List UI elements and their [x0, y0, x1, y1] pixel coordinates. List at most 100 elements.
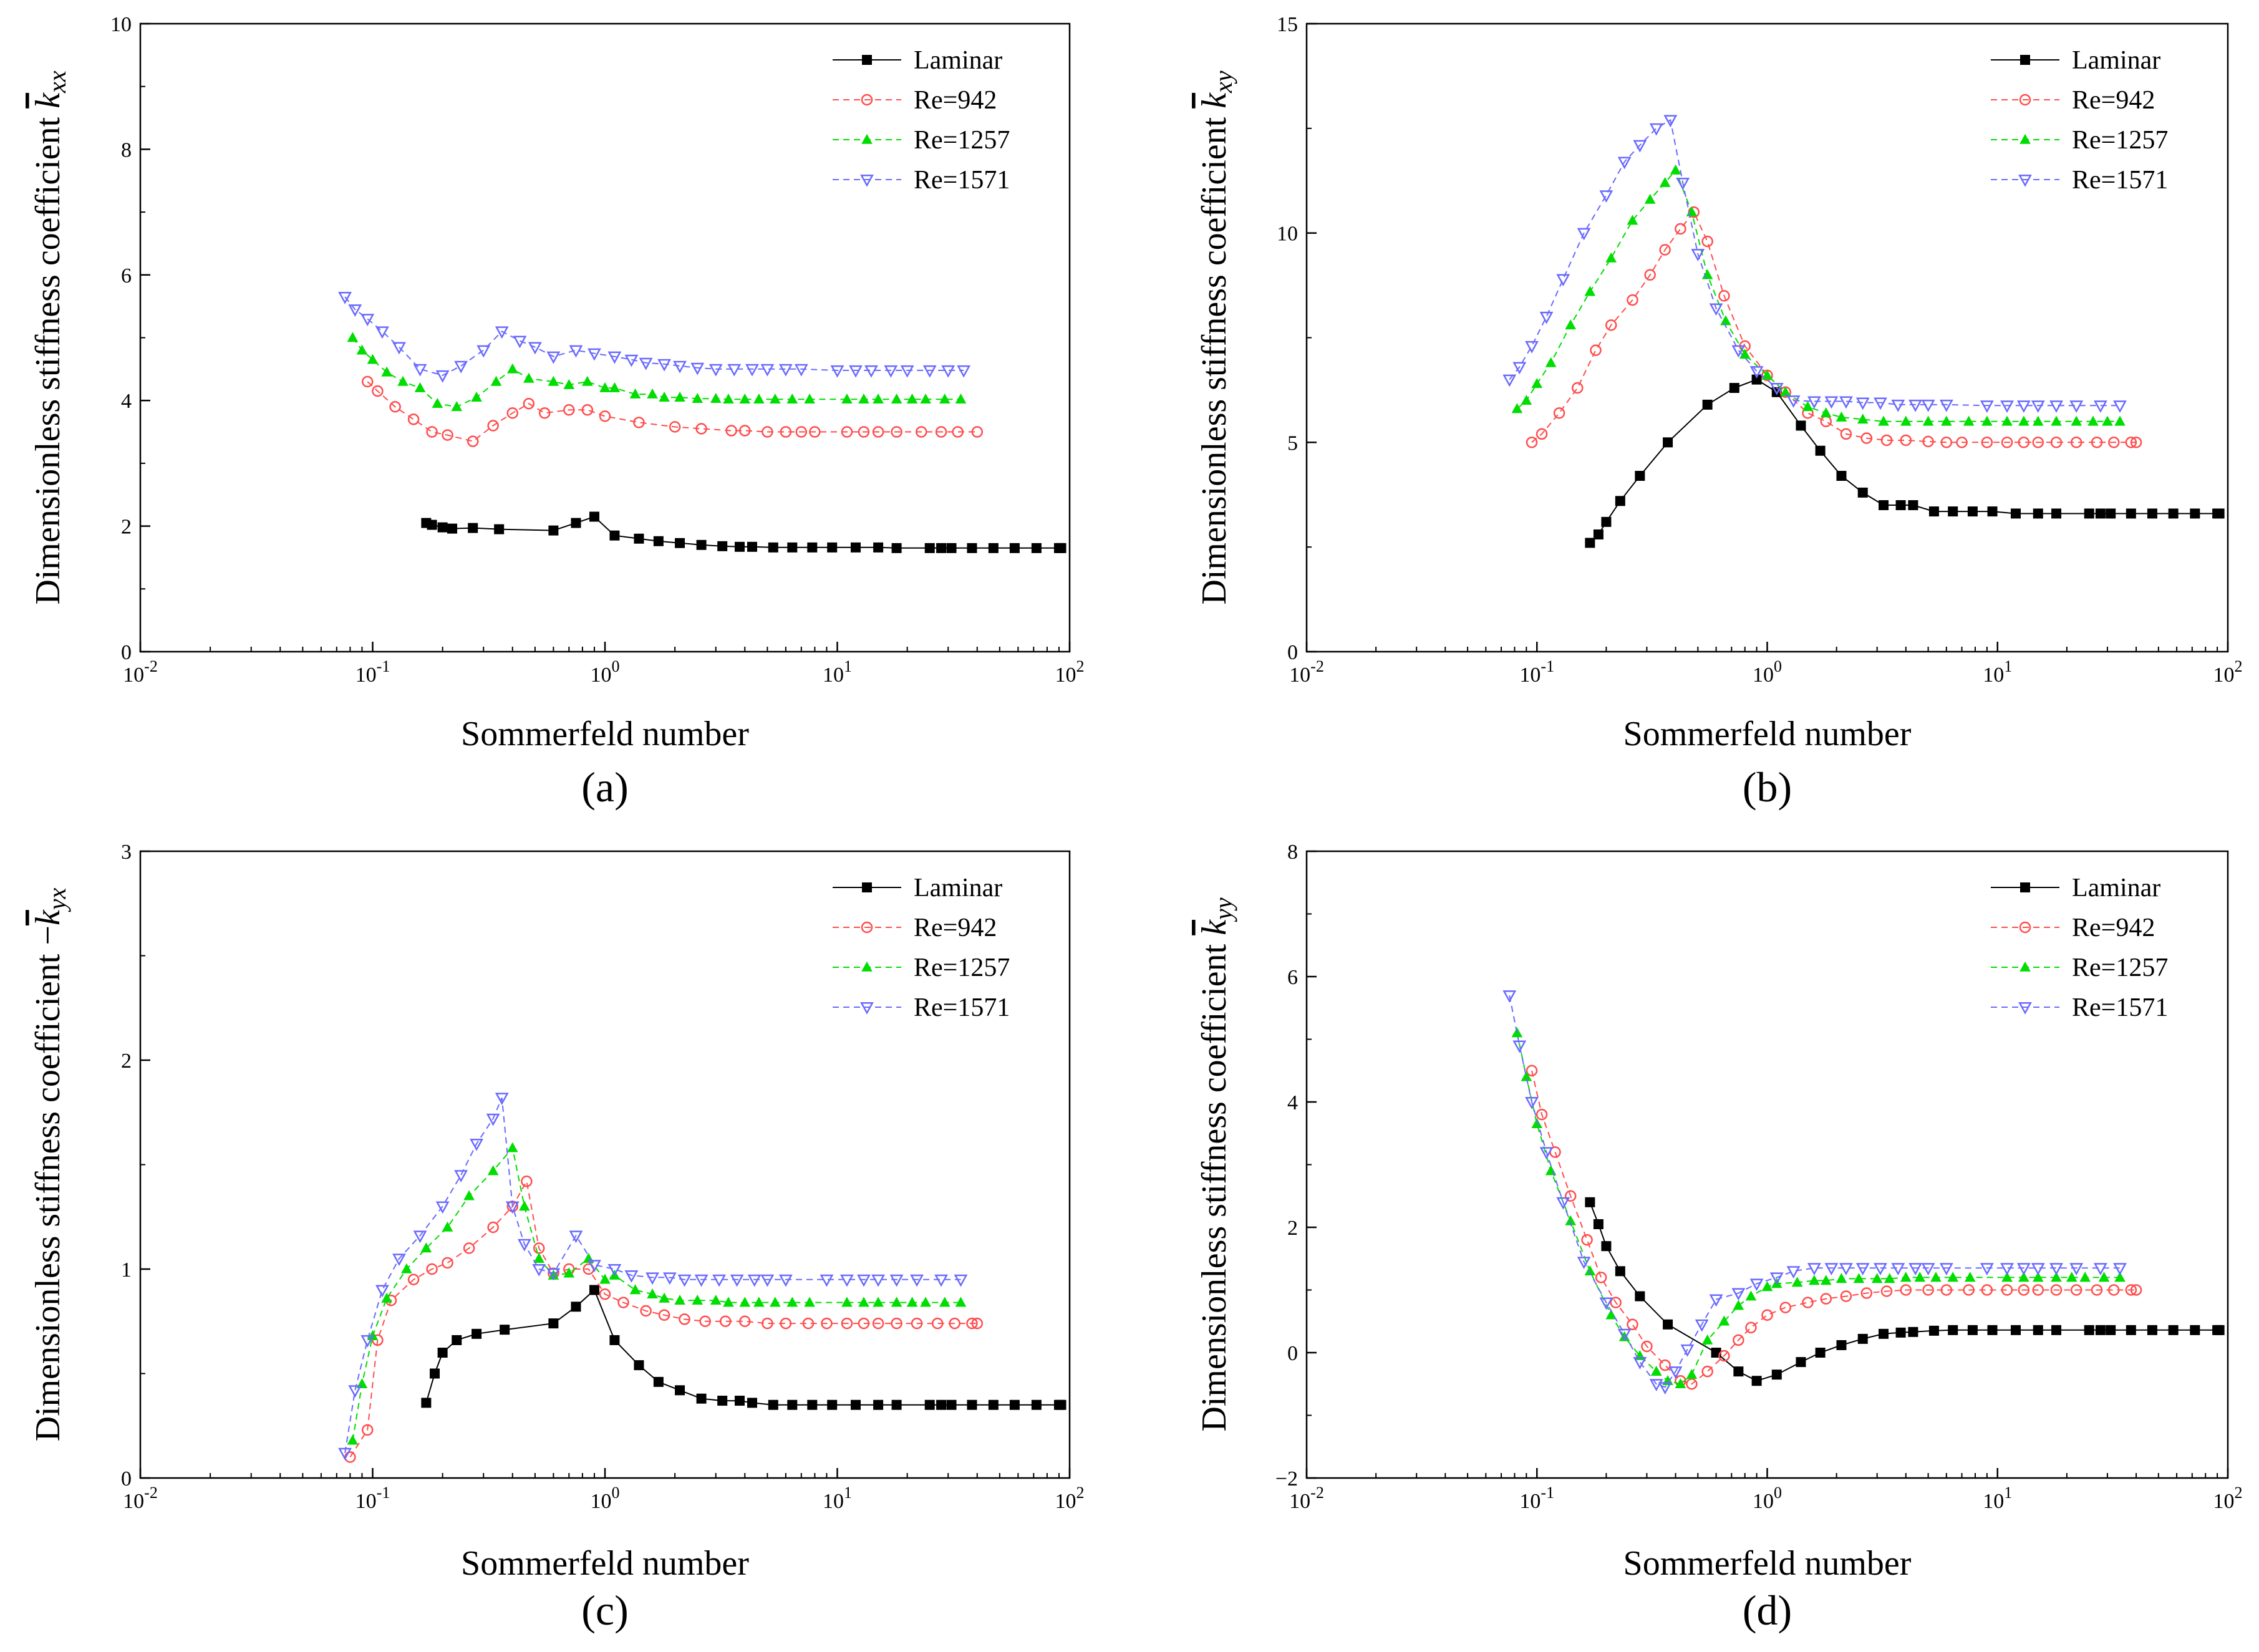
- point-triangle-down: [1939, 399, 1953, 412]
- point-triangle-down: [1980, 1263, 1994, 1276]
- point-triangle-down: [1649, 123, 1663, 136]
- point-circle: [2125, 1284, 2137, 1296]
- point-square: [1635, 471, 1645, 481]
- point-square: [768, 542, 778, 553]
- point-triangle-up: [420, 1242, 432, 1253]
- point-triangle-down: [607, 1263, 622, 1277]
- point-triangle-down: [760, 1274, 775, 1287]
- point-triangle-down: [646, 1272, 659, 1285]
- point-square: [500, 1325, 510, 1335]
- point-triangle-down: [348, 1385, 362, 1398]
- point-square: [1796, 1357, 1806, 1368]
- point-triangle-down: [2018, 174, 2032, 187]
- point-triangle-up: [1947, 1272, 1958, 1282]
- point-square: [421, 1398, 432, 1408]
- point-circle: [1940, 437, 1953, 448]
- point-triangle-down: [1512, 362, 1527, 375]
- series-re1571: [1502, 115, 2127, 413]
- point-triangle-down: [546, 351, 561, 364]
- point-triangle-down: [840, 1274, 854, 1287]
- point-triangle-down: [392, 342, 406, 355]
- point-circle: [1675, 223, 1686, 235]
- legend-label: Re=1571: [2072, 993, 2168, 1022]
- point-triangle-down: [1676, 178, 1690, 190]
- point-triangle-down: [1839, 1263, 1853, 1276]
- point-triangle-up: [1584, 286, 1596, 296]
- point-square: [862, 55, 872, 65]
- point-square: [1663, 1319, 1673, 1330]
- point-triangle-up: [753, 1297, 765, 1307]
- point-triangle-up: [523, 372, 535, 383]
- plot-frame: [139, 850, 1071, 1479]
- point-circle: [1900, 1284, 1912, 1296]
- point-triangle-down: [884, 365, 898, 378]
- point-circle: [861, 94, 873, 106]
- series-line: [1531, 211, 2137, 443]
- legend: Laminar Re=942 Re=1257 Re=1571: [833, 874, 1010, 1022]
- point-square: [589, 1285, 599, 1295]
- point-triangle-up: [414, 382, 426, 392]
- point-triangle-up: [1836, 411, 1847, 422]
- point-triangle-up: [1718, 1315, 1730, 1326]
- plot-frame: [139, 22, 1071, 653]
- point-triangle-down: [435, 370, 450, 383]
- point-triangle-down: [760, 364, 775, 377]
- panel-label: (b): [1743, 763, 1792, 811]
- point-triangle-down: [1709, 303, 1723, 316]
- point-square: [2126, 508, 2136, 519]
- series-laminar: [1585, 374, 2225, 548]
- x-tick-label: 10-2: [1289, 1484, 1324, 1513]
- point-triangle-up: [629, 388, 641, 399]
- point-circle: [2091, 1284, 2103, 1296]
- point-circle: [1779, 1302, 1791, 1313]
- x-tick-label: 101: [1983, 1484, 2012, 1513]
- point-triangle-up: [1521, 395, 1532, 405]
- point-triangle-up: [1900, 1272, 1912, 1282]
- x-axis-label: Sommerfeld number: [1623, 715, 1912, 753]
- point-square: [1615, 496, 1625, 506]
- point-triangle-up: [1857, 413, 1869, 424]
- point-triangle-down: [1599, 1297, 1613, 1310]
- point-square: [1908, 1326, 1918, 1337]
- point-triangle-up: [1739, 349, 1751, 359]
- point-circle: [780, 426, 792, 438]
- series-line: [367, 381, 977, 442]
- point-triangle-down: [1633, 1357, 1647, 1369]
- point-circle: [563, 404, 575, 416]
- point-square: [768, 1399, 778, 1410]
- point-triangle-down: [730, 1274, 744, 1287]
- point-square: [2020, 55, 2030, 65]
- point-triangle-up: [710, 392, 722, 403]
- point-circle: [2001, 437, 2013, 448]
- point-triangle-down: [2049, 1263, 2063, 1276]
- point-triangle-up: [2001, 1272, 2013, 1282]
- point-circle: [1605, 319, 1617, 331]
- point-triangle-down: [747, 1274, 762, 1287]
- point-circle: [1564, 1190, 1577, 1202]
- point-circle: [699, 1315, 711, 1327]
- point-square: [1031, 543, 1042, 553]
- point-circle: [1860, 432, 1873, 444]
- point-triangle-up: [367, 354, 379, 364]
- point-triangle-up: [1922, 415, 1934, 426]
- point-triangle-up: [548, 1269, 559, 1280]
- point-triangle-up: [1650, 1365, 1662, 1376]
- point-square: [2147, 1325, 2157, 1335]
- y-tick-label: 10: [1277, 223, 1298, 246]
- point-triangle-up: [2066, 1272, 2078, 1282]
- point-triangle-up: [548, 375, 559, 386]
- series-re942: [1526, 1065, 2142, 1390]
- point-circle: [1686, 1378, 1698, 1390]
- point-triangle-down: [1908, 1263, 1923, 1276]
- point-triangle-down: [348, 304, 362, 317]
- series-line: [1589, 379, 2220, 544]
- point-circle: [719, 1315, 732, 1327]
- point-triangle-down: [338, 1447, 352, 1461]
- x-tick-label: 101: [823, 657, 852, 687]
- point-triangle-up: [442, 1221, 453, 1232]
- point-square: [850, 542, 861, 553]
- x-tick-label: 10-2: [123, 657, 158, 687]
- series-re942: [361, 375, 984, 447]
- point-triangle-up: [463, 1190, 475, 1200]
- point-triangle-up: [599, 1273, 611, 1284]
